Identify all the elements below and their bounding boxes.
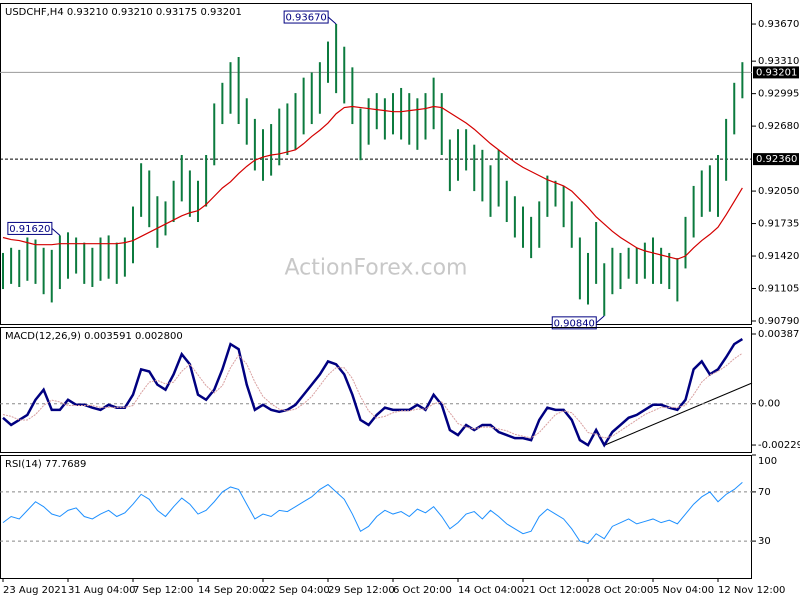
- x-tick-label: 14 Oct 04:00: [458, 585, 523, 596]
- annotation-leader: [327, 16, 337, 25]
- y-tick-label: 0.93670: [758, 19, 799, 30]
- annotation-label: 0.93670: [285, 13, 326, 24]
- x-tick-label: 7 Sep 12:00: [133, 585, 193, 596]
- annotation-label: 0.91620: [9, 224, 50, 235]
- y-tick-label: 0.92050: [758, 186, 799, 197]
- x-tick-label: 12 Nov 12:00: [718, 585, 785, 596]
- panel-title: RSI(14) 77.7689: [5, 459, 86, 470]
- y-tick-label: -0.002293: [758, 440, 800, 451]
- price-label: 0.93201: [756, 67, 797, 78]
- y-tick-label: 0.93310: [758, 56, 799, 67]
- annotation-leader: [51, 228, 61, 236]
- panel-title: USDCHF,H4 0.93210 0.93210 0.93175 0.9320…: [5, 7, 242, 18]
- x-tick-label: 22 Sep 04:00: [263, 585, 330, 596]
- annotation-box: [7, 221, 53, 235]
- moving-average: [2, 105, 743, 260]
- x-tick-label: 21 Oct 12:00: [523, 585, 588, 596]
- annotation-box: [283, 10, 329, 24]
- trend-line: [604, 382, 753, 446]
- panel-title: MACD(12,26,9) 0.003591 0.002800: [5, 331, 183, 342]
- y-tick-label: 0.90790: [758, 316, 799, 327]
- y-tick-label: 0.91420: [758, 251, 799, 262]
- watermark: ActionForex.com: [285, 256, 468, 281]
- x-tick-label: 23 Aug 2021: [3, 585, 67, 596]
- indicator-line: [2, 337, 744, 448]
- x-tick-label: 14 Sep 20:00: [198, 585, 265, 596]
- x-tick-label: 31 Aug 04:00: [68, 585, 135, 596]
- y-tick-label: 0.91105: [758, 284, 799, 295]
- annotation-leader: [595, 315, 605, 324]
- price-label-box: [753, 66, 799, 79]
- annotation-label: 0.90840: [554, 318, 595, 329]
- y-tick-label: 0.92680: [758, 121, 799, 132]
- annotation-box: [551, 316, 597, 330]
- x-tick-label: 6 Oct 20:00: [393, 585, 452, 596]
- panel-frame: [0, 327, 752, 453]
- panel-frame: [0, 455, 752, 579]
- x-tick-label: 29 Sep 12:00: [328, 585, 395, 596]
- panel-frame: [0, 3, 752, 325]
- y-tick-label: 30: [758, 536, 771, 547]
- y-tick-label: 100: [758, 456, 777, 467]
- y-tick-label: 0.91735: [758, 219, 799, 230]
- price-label: 0.92360: [756, 154, 797, 165]
- price-label-box: [753, 153, 799, 166]
- y-tick-label: 0.003871: [758, 329, 800, 340]
- x-tick-label: 28 Oct 20:00: [588, 585, 653, 596]
- indicator-line: [2, 352, 743, 439]
- y-tick-label: 70: [758, 487, 771, 498]
- indicator-line: [2, 481, 743, 545]
- x-tick-label: 5 Nov 04:00: [653, 585, 714, 596]
- y-tick-label: 0.92995: [758, 89, 799, 100]
- y-tick-label: 0.00: [758, 399, 780, 410]
